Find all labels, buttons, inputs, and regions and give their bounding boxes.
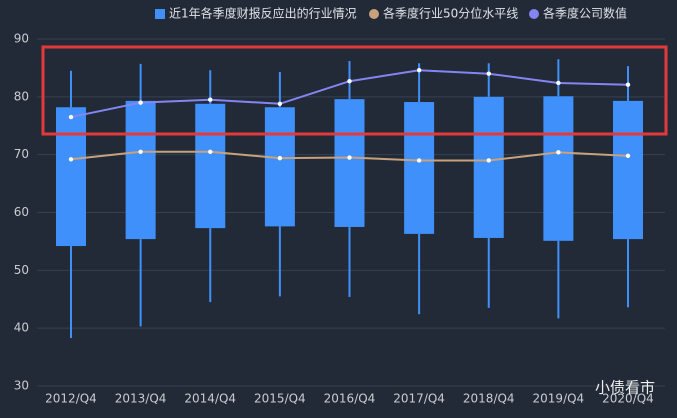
y-tick-label: 60 [14, 205, 29, 219]
legend-label: 各季度行业50分位水平线 [383, 6, 518, 21]
box [264, 107, 295, 227]
box [613, 100, 643, 240]
point [277, 101, 283, 106]
x-tick-label: 2014/Q4 [184, 392, 236, 406]
point [556, 150, 561, 155]
point [208, 149, 213, 154]
x-tick-label: 2013/Q4 [115, 392, 167, 406]
point [68, 114, 74, 120]
point [347, 79, 352, 84]
x-tick-label: 2012/Q4 [45, 392, 97, 406]
point [416, 158, 422, 163]
legend-label: 近1年各季度财报反应出的行业情况 [169, 6, 357, 21]
box [334, 99, 365, 227]
legend-marker [155, 9, 165, 19]
box [543, 96, 574, 241]
box [404, 102, 435, 234]
y-tick-label: 30 [14, 379, 29, 393]
legend-marker [529, 9, 539, 19]
box [195, 103, 226, 229]
x-tick-label: 2015/Q4 [254, 392, 306, 406]
box [473, 96, 504, 238]
point [486, 71, 491, 76]
y-tick-label: 40 [14, 321, 29, 335]
legend: 近1年各季度财报反应出的行业情况 各季度行业50分位水平线 各季度公司数值 [155, 6, 627, 21]
point [625, 82, 631, 87]
highlight-box [41, 45, 668, 136]
point [347, 155, 352, 160]
box [56, 107, 86, 247]
x-tick-label: 2017/Q4 [393, 392, 445, 406]
x-tick-label: 2018/Q4 [463, 392, 515, 406]
point [138, 100, 143, 105]
x-tick-label: 2016/Q4 [324, 392, 376, 406]
x-tick-label: 2019/Q4 [533, 392, 585, 406]
point [277, 155, 283, 161]
watermark: 小债看市 [595, 379, 655, 397]
y-tick-label: 50 [14, 263, 29, 277]
y-tick-label: 70 [14, 147, 29, 161]
point [486, 158, 491, 163]
point [208, 97, 213, 102]
legend-label: 各季度公司数值 [543, 6, 627, 21]
point [556, 80, 561, 86]
box [125, 100, 156, 240]
point [625, 153, 631, 159]
x-tick-label: 2020/Q4 [602, 392, 654, 406]
point [68, 157, 74, 162]
y-tick-label: 90 [14, 32, 29, 46]
point [138, 149, 143, 154]
point [416, 68, 422, 73]
y-tick-label: 80 [14, 89, 29, 103]
legend-marker [369, 9, 379, 19]
